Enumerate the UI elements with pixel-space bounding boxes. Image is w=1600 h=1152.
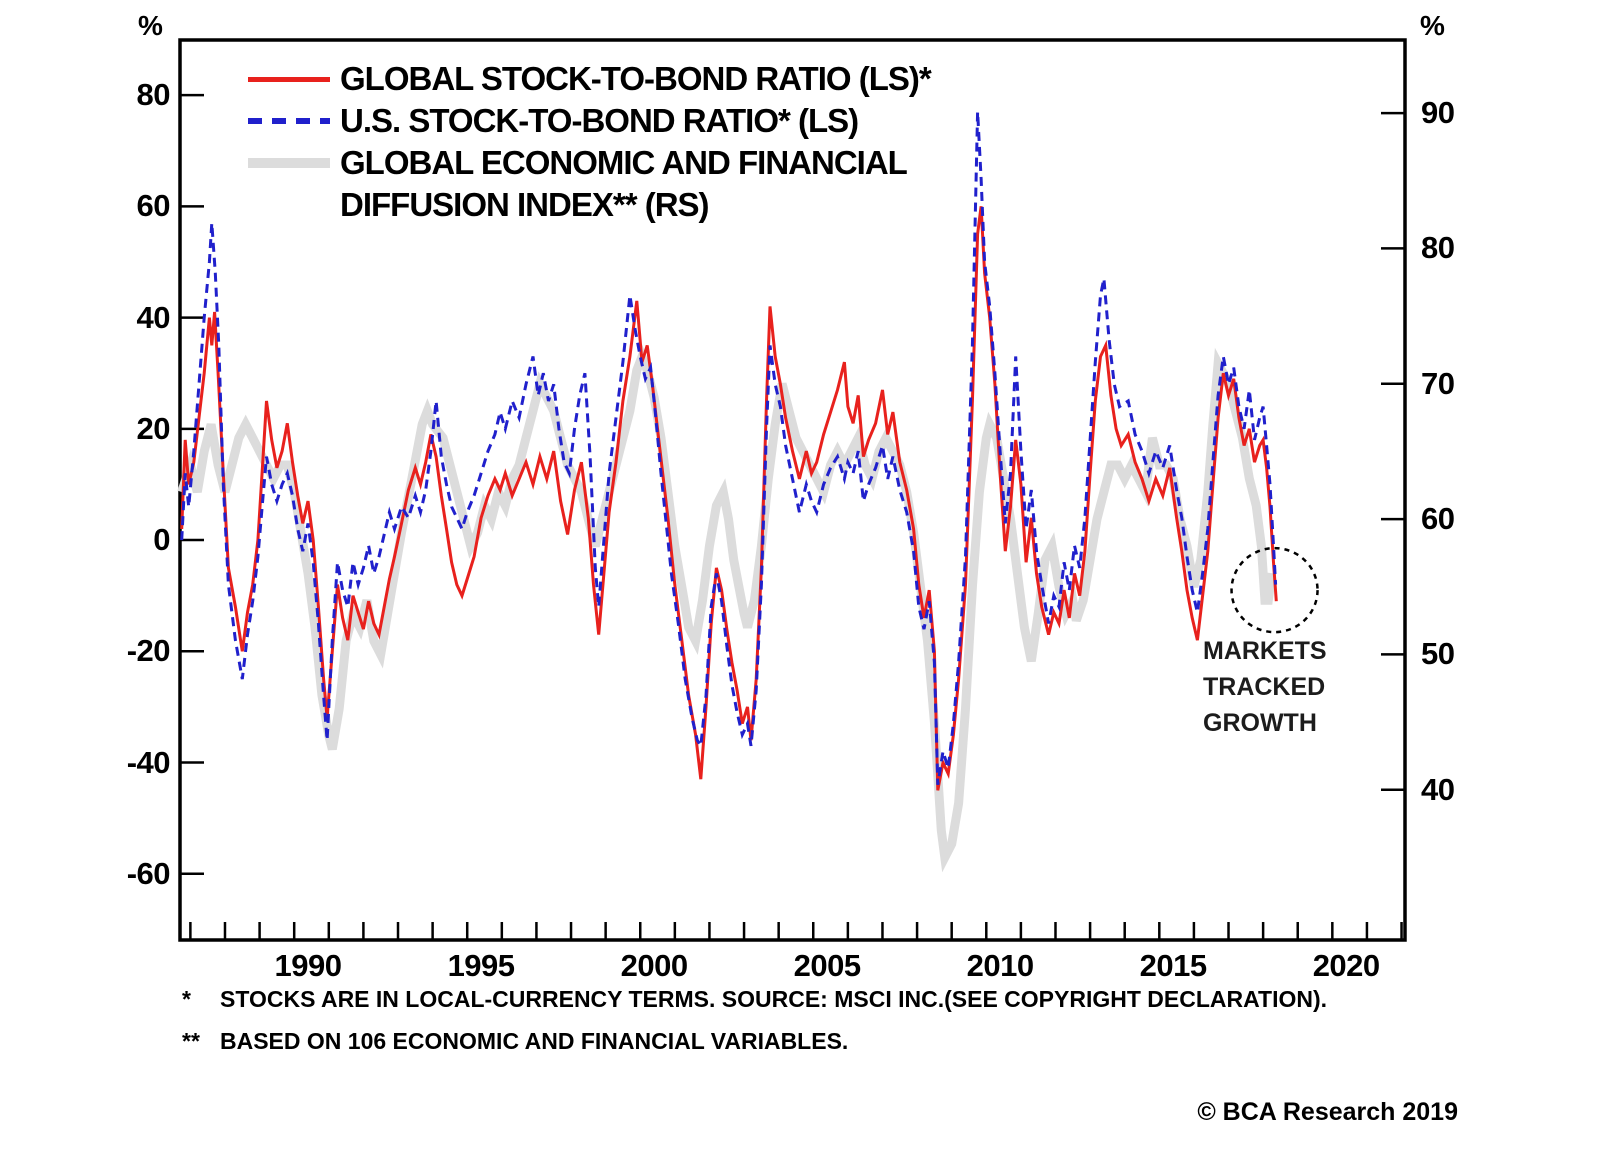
left-axis-tick-label: -40 [126,744,171,780]
left-axis-tick-label: 80 [136,77,171,113]
legend-item-diffusion-index-line2: DIFFUSION INDEX** (RS) [340,186,710,224]
right-axis-tick-label: 90 [1421,95,1455,131]
footnote-stocks: * STOCKS ARE IN LOCAL-CURRENCY TERMS. SO… [182,986,1327,1013]
x-axis-year-label: 2020 [1312,948,1380,983]
gray-solid-line-swatch [248,158,330,168]
left-axis-tick-label: -60 [126,855,171,891]
annotation-line: MARKETS [1203,637,1327,665]
blue-dashed-line-swatch [248,118,330,124]
right-axis-tick-label: 70 [1421,365,1455,401]
diffusion-index-line [177,344,1277,873]
left-axis-tick-label: 40 [136,299,171,335]
annotation-line: TRACKED [1203,673,1326,701]
left-axis-tick-label: -20 [126,633,171,669]
annotation-line: GROWTH [1203,709,1317,737]
x-axis-year-label: 1995 [447,948,515,983]
right-axis-tick-label: 80 [1421,230,1455,266]
right-axis-unit: % [1420,10,1445,41]
legend-label: GLOBAL ECONOMIC AND FINANCIAL [340,144,908,181]
left-axis-tick-label: 20 [136,410,171,446]
legend-item-us-stock-bond: U.S. STOCK-TO-BOND RATIO* (LS) [248,102,859,140]
footnote-marker: ** [182,1028,200,1054]
left-axis-tick-label: 60 [136,188,171,224]
footnote-variables: ** BASED ON 106 ECONOMIC AND FINANCIAL V… [182,1028,1327,1055]
legend-item-diffusion-index: GLOBAL ECONOMIC AND FINANCIAL [248,144,908,182]
right-axis-tick-label: 40 [1421,771,1455,807]
right-axis-tick-label: 50 [1421,636,1455,672]
legend-label: GLOBAL STOCK-TO-BOND RATIO (LS)* [340,60,932,97]
left-axis-tick-label: 0 [153,522,170,558]
x-axis-year-label: 2010 [966,948,1034,983]
red-solid-line-swatch [248,76,330,82]
us-stock-bond-line [180,111,1278,786]
left-axis-unit: % [138,10,163,41]
copyright-notice: © BCA Research 2019 [1197,1098,1458,1126]
right-axis-tick-label: 60 [1421,501,1455,537]
footnote-text: BASED ON 106 ECONOMIC AND FINANCIAL VARI… [220,1028,849,1054]
x-axis-year-label: 2015 [1139,948,1207,983]
legend-item-global-stock-bond: GLOBAL STOCK-TO-BOND RATIO (LS)* [248,60,932,98]
footnote-marker: * [182,986,191,1012]
x-axis-year-label: 1990 [274,948,342,983]
footnote-text: STOCKS ARE IN LOCAL-CURRENCY TERMS. SOUR… [220,986,1328,1012]
global-stock-bond-line [180,206,1278,791]
x-axis-year-label: 2005 [793,948,861,983]
legend-label: U.S. STOCK-TO-BOND RATIO* (LS) [340,102,859,139]
x-axis-year-label: 2000 [620,948,688,983]
footnotes: * STOCKS ARE IN LOCAL-CURRENCY TERMS. SO… [182,986,1327,1070]
markets-tracked-growth-annotation: MARKETS TRACKED GROWTH [1203,633,1327,741]
markets-tracked-growth-circle [1230,546,1319,634]
legend-label: DIFFUSION INDEX** (RS) [340,186,710,223]
